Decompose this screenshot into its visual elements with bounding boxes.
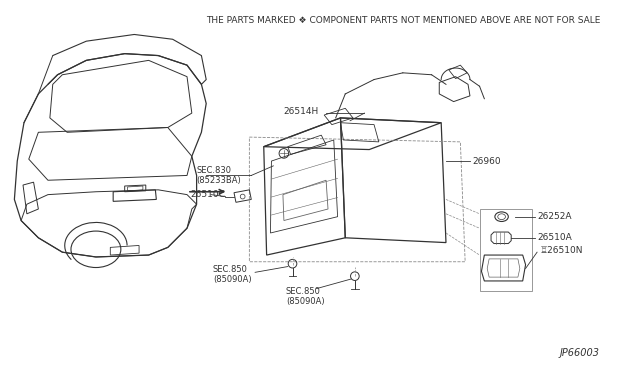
Text: (85090A): (85090A) bbox=[286, 296, 324, 305]
Text: 26510A: 26510A bbox=[537, 233, 572, 242]
Text: 26510C: 26510C bbox=[190, 190, 225, 199]
Text: SEC.830: SEC.830 bbox=[196, 166, 232, 175]
Text: JP66003: JP66003 bbox=[559, 348, 600, 358]
Text: 26514H: 26514H bbox=[283, 107, 318, 116]
Text: THE PARTS MARKED ❖ COMPONENT PARTS NOT MENTIONED ABOVE ARE NOT FOR SALE: THE PARTS MARKED ❖ COMPONENT PARTS NOT M… bbox=[205, 16, 600, 25]
Text: SEC.850: SEC.850 bbox=[286, 287, 321, 296]
Text: 26960: 26960 bbox=[472, 157, 500, 166]
Text: ♖26510N: ♖26510N bbox=[539, 246, 582, 255]
Text: (85090A): (85090A) bbox=[213, 275, 252, 283]
Text: (85233BA): (85233BA) bbox=[196, 176, 241, 185]
Text: SEC.850: SEC.850 bbox=[213, 265, 248, 274]
Text: 26252A: 26252A bbox=[537, 212, 572, 221]
